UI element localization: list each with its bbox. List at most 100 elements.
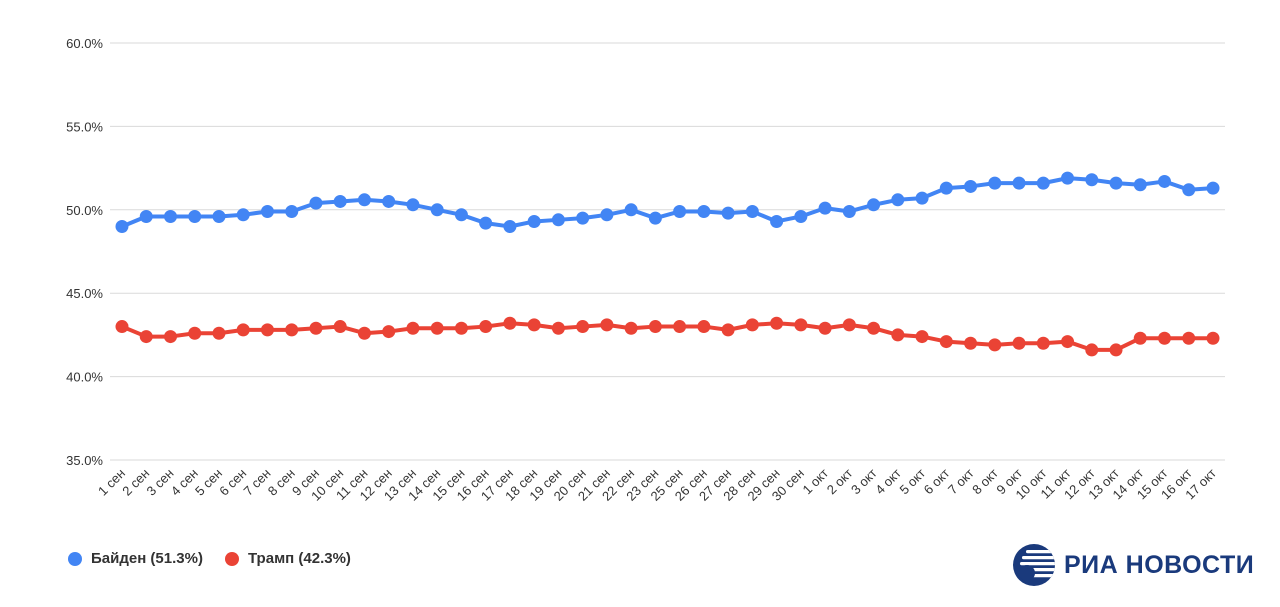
data-point[interactable] <box>260 323 274 337</box>
data-point[interactable] <box>770 214 784 228</box>
data-point[interactable] <box>139 209 153 223</box>
data-point[interactable] <box>1109 343 1123 357</box>
data-point[interactable] <box>1158 174 1172 188</box>
data-point[interactable] <box>1036 336 1050 350</box>
data-point[interactable] <box>624 203 638 217</box>
data-point[interactable] <box>236 208 250 222</box>
series-0 <box>115 171 1220 233</box>
data-point[interactable] <box>964 336 978 350</box>
data-point[interactable] <box>794 318 808 332</box>
data-point[interactable] <box>624 321 638 335</box>
data-point[interactable] <box>333 320 347 334</box>
data-point[interactable] <box>1036 176 1050 190</box>
data-point[interactable] <box>406 321 420 335</box>
data-point[interactable] <box>503 219 517 233</box>
data-point[interactable] <box>1206 181 1220 195</box>
data-point[interactable] <box>212 209 226 223</box>
x-tick-label: 4 окт <box>872 465 904 497</box>
data-point[interactable] <box>648 320 662 334</box>
data-point[interactable] <box>333 194 347 208</box>
data-point[interactable] <box>600 208 614 222</box>
data-point[interactable] <box>1109 176 1123 190</box>
data-point[interactable] <box>867 321 881 335</box>
data-point[interactable] <box>891 193 905 207</box>
data-point[interactable] <box>673 204 687 218</box>
y-tick-label: 40.0% <box>66 370 103 385</box>
data-point[interactable] <box>163 330 177 344</box>
data-point[interactable] <box>891 328 905 342</box>
data-point[interactable] <box>1061 335 1075 349</box>
legend-item-biden[interactable]: Байден (51.3%) <box>68 550 203 567</box>
data-point[interactable] <box>527 318 541 332</box>
data-point[interactable] <box>479 320 493 334</box>
data-point[interactable] <box>842 204 856 218</box>
data-point[interactable] <box>988 338 1002 352</box>
data-point[interactable] <box>503 316 517 330</box>
data-point[interactable] <box>867 198 881 212</box>
legend: Байден (51.3%) Трамп (42.3%) <box>68 550 373 567</box>
data-point[interactable] <box>139 330 153 344</box>
data-point[interactable] <box>939 181 953 195</box>
data-point[interactable] <box>115 320 129 334</box>
data-point[interactable] <box>988 176 1002 190</box>
data-point[interactable] <box>1133 178 1147 192</box>
data-point[interactable] <box>1133 331 1147 345</box>
legend-item-trump[interactable]: Трамп (42.3%) <box>224 550 351 567</box>
data-point[interactable] <box>1012 336 1026 350</box>
data-point[interactable] <box>1182 183 1196 197</box>
data-point[interactable] <box>576 211 590 225</box>
data-point[interactable] <box>964 179 978 193</box>
y-axis: 35.0% 40.0% 45.0% 50.0% 55.0% 60.0% <box>66 36 103 468</box>
data-point[interactable] <box>551 321 565 335</box>
data-point[interactable] <box>382 325 396 339</box>
data-point[interactable] <box>1206 331 1220 345</box>
data-point[interactable] <box>673 320 687 334</box>
data-point[interactable] <box>357 326 371 340</box>
data-point[interactable] <box>818 201 832 215</box>
data-point[interactable] <box>115 219 129 233</box>
data-point[interactable] <box>915 191 929 205</box>
data-point[interactable] <box>382 194 396 208</box>
data-point[interactable] <box>842 318 856 332</box>
data-point[interactable] <box>576 320 590 334</box>
data-point[interactable] <box>770 316 784 330</box>
data-point[interactable] <box>285 204 299 218</box>
data-point[interactable] <box>430 321 444 335</box>
data-point[interactable] <box>285 323 299 337</box>
data-point[interactable] <box>721 206 735 220</box>
data-point[interactable] <box>1012 176 1026 190</box>
data-point[interactable] <box>357 193 371 207</box>
data-point[interactable] <box>260 204 274 218</box>
data-point[interactable] <box>163 209 177 223</box>
data-point[interactable] <box>188 209 202 223</box>
data-point[interactable] <box>454 208 468 222</box>
data-point[interactable] <box>479 216 493 230</box>
data-point[interactable] <box>212 326 226 340</box>
data-point[interactable] <box>454 321 468 335</box>
data-point[interactable] <box>721 323 735 337</box>
data-point[interactable] <box>1061 171 1075 185</box>
data-point[interactable] <box>551 213 565 227</box>
data-point[interactable] <box>794 209 808 223</box>
data-point[interactable] <box>939 335 953 349</box>
data-point[interactable] <box>1085 343 1099 357</box>
data-point[interactable] <box>236 323 250 337</box>
data-point[interactable] <box>430 203 444 217</box>
data-point[interactable] <box>309 321 323 335</box>
data-point[interactable] <box>188 326 202 340</box>
data-point[interactable] <box>818 321 832 335</box>
data-point[interactable] <box>697 320 711 334</box>
data-point[interactable] <box>648 211 662 225</box>
data-point[interactable] <box>915 330 929 344</box>
data-point[interactable] <box>527 214 541 228</box>
data-point[interactable] <box>697 204 711 218</box>
data-point[interactable] <box>1182 331 1196 345</box>
data-point[interactable] <box>1085 173 1099 187</box>
data-point[interactable] <box>1158 331 1172 345</box>
data-point[interactable] <box>309 196 323 210</box>
data-point[interactable] <box>406 198 420 212</box>
x-tick-label: 2 окт <box>824 465 856 497</box>
data-point[interactable] <box>745 204 759 218</box>
data-point[interactable] <box>600 318 614 332</box>
data-point[interactable] <box>745 318 759 332</box>
